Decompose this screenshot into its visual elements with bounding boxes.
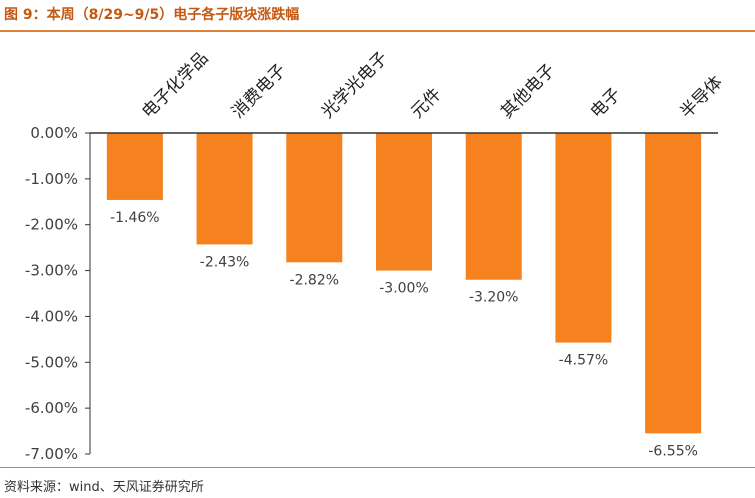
bar — [465, 133, 522, 280]
y-tick-label: -2.00% — [25, 216, 78, 234]
y-tick-label: -6.00% — [25, 399, 78, 417]
bottom-divider — [0, 467, 755, 468]
y-tick-label: -1.00% — [25, 170, 78, 188]
category-label: 电子化学品 — [138, 48, 212, 122]
data-label: -3.00% — [379, 281, 429, 297]
data-label: -4.57% — [559, 353, 609, 369]
y-tick-label: -7.00% — [25, 445, 78, 463]
bar — [196, 133, 253, 245]
y-tick-label: 0.00% — [30, 124, 78, 142]
data-label: -3.20% — [469, 290, 519, 306]
category-label: 电子 — [587, 84, 625, 122]
top-divider — [0, 30, 755, 32]
bar — [645, 133, 702, 434]
y-tick-label: -3.00% — [25, 262, 78, 280]
data-label: -2.43% — [200, 254, 250, 270]
category-label: 元件 — [407, 84, 445, 122]
bar — [106, 133, 163, 200]
category-label: 消费电子 — [228, 60, 290, 122]
bar — [555, 133, 612, 343]
data-label: -2.82% — [290, 272, 340, 288]
y-tick-label: -5.00% — [25, 353, 78, 371]
data-label: -6.55% — [648, 443, 698, 459]
category-label: 其他电子 — [497, 60, 559, 122]
bar — [286, 133, 343, 263]
category-label: 光学光电子 — [318, 48, 392, 122]
category-label: 半导体 — [677, 72, 727, 122]
y-tick-label: -4.00% — [25, 307, 78, 325]
data-label: -1.46% — [110, 210, 160, 226]
source-note: 资料来源：wind、天风证券研究所 — [4, 480, 204, 495]
figure-title: 图 9：本周（8/29~9/5）电子各子版块涨跌幅 — [4, 7, 300, 23]
bar — [376, 133, 432, 271]
